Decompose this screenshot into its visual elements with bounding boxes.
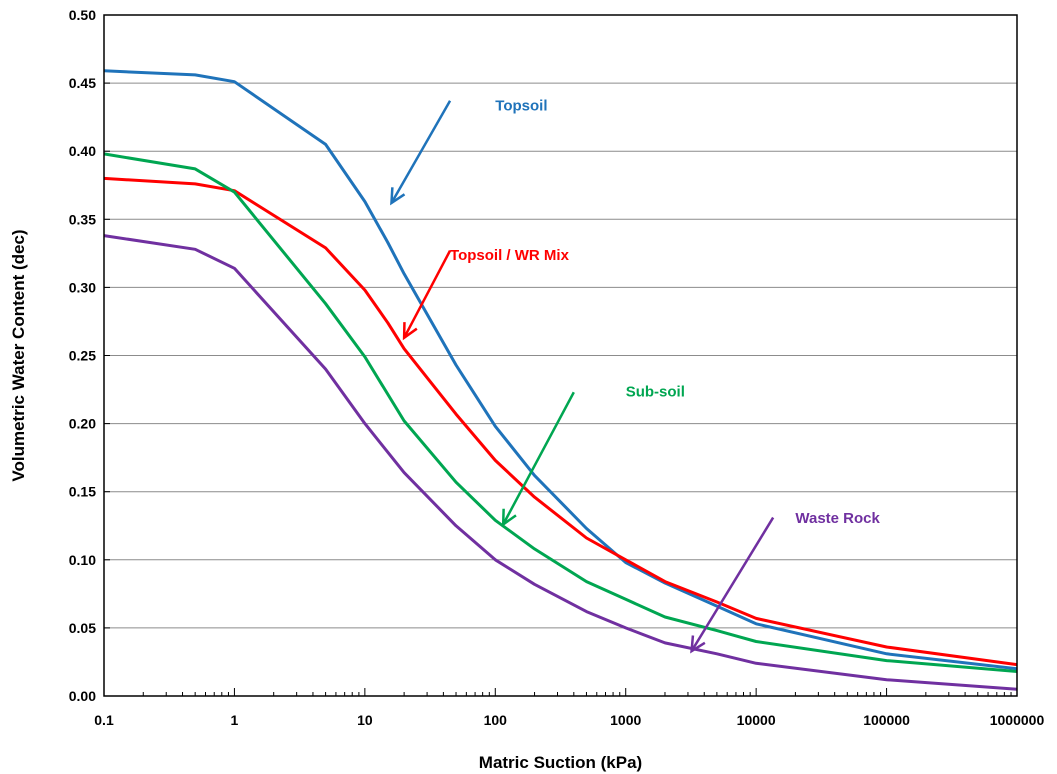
- series-line-sub-soil: [103, 152, 1018, 673]
- annotation-arrow-sub-soil: [501, 391, 575, 527]
- x-axis-title: Matric Suction (kPa): [479, 753, 642, 772]
- tick-marks: [103, 14, 1018, 697]
- annotation-arrow-topsoil-wr-mix: [402, 250, 452, 341]
- series-layer: [103, 69, 1018, 691]
- series-line-topsoil-wr-mix: [103, 176, 1018, 667]
- y-tick-label: 0.20: [69, 416, 96, 432]
- x-tick-label: 1: [231, 712, 239, 728]
- y-tick-label: 0.15: [69, 484, 96, 500]
- y-tick-label: 0.05: [69, 620, 96, 636]
- series-line-topsoil: [103, 69, 1018, 671]
- y-tick-labels: 0.00 0.05 0.10 0.15 0.20 0.25 0.30 0.35 0.40 0.45…: [69, 7, 96, 704]
- annotation-layer: Topsoil Topsoil / WR Mix Sub-soil Waste Roc…: [390, 97, 881, 654]
- annotation-label-topsoil: Topsoil: [495, 97, 547, 114]
- annotation-label-sub-soil: Sub-soil: [626, 383, 685, 400]
- x-tick-label: 10: [357, 712, 373, 728]
- y-tick-label: 0.35: [69, 211, 96, 227]
- y-tick-label: 0.10: [69, 552, 96, 568]
- x-tick-label: 10000: [737, 712, 776, 728]
- y-tick-label: 0.30: [69, 279, 96, 295]
- gridlines: [104, 82, 1017, 629]
- y-tick-label: 0.25: [69, 348, 96, 364]
- y-tick-label: 0.40: [69, 143, 96, 159]
- x-tick-label: 1000: [610, 712, 641, 728]
- y-tick-label: 0.45: [69, 75, 96, 91]
- y-tick-label: 0.50: [69, 7, 96, 23]
- series-line-waste-rock: [103, 234, 1018, 691]
- annotation-arrow-waste-rock: [690, 516, 775, 654]
- x-tick-label: 100000: [863, 712, 910, 728]
- annotation-label-topsoil-wr-mix: Topsoil / WR Mix: [450, 247, 570, 264]
- x-tick-label: 1000000: [990, 712, 1045, 728]
- y-tick-label: 0.00: [69, 688, 96, 704]
- x-tick-labels: 0.1 1 10 100 1000 10000 100000 1000000: [94, 712, 1044, 728]
- annotation-label-waste-rock: Waste Rock: [795, 510, 880, 527]
- x-tick-label: 100: [484, 712, 508, 728]
- x-tick-label: 0.1: [94, 712, 114, 728]
- annotation-arrow-topsoil: [390, 100, 452, 206]
- y-axis-title: Volumetric Water Content (dec): [9, 229, 28, 481]
